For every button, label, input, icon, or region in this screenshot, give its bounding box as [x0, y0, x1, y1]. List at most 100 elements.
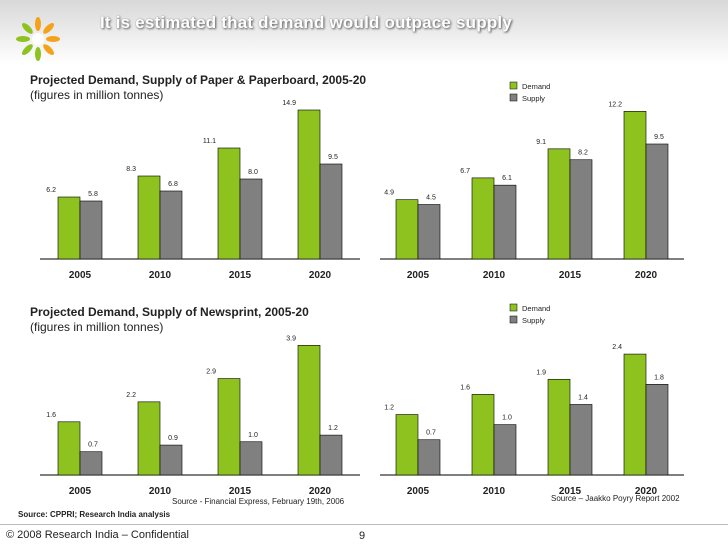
x-tick-label-2020: 2020: [309, 270, 332, 281]
x-tick-label-2015: 2015: [229, 270, 252, 281]
x-tick-label-2020: 2020: [635, 486, 658, 497]
bar-supply-2015: [239, 441, 263, 476]
x-tick-label-2010: 2010: [483, 486, 506, 497]
bar-supply-2010: [159, 190, 183, 260]
bar-supply-2005: [79, 451, 103, 476]
legend-label-demand: Demand: [522, 304, 550, 313]
bar-demand-2015: [217, 378, 241, 476]
bar-supply-2020: [319, 434, 343, 476]
data-label-demand-2015: 9.1: [536, 139, 546, 146]
newsprint-section-subtitle: (figures in million tonnes): [30, 320, 164, 334]
x-tick-label-2015: 2015: [559, 270, 582, 281]
source-note-right: Source – Jaakko Poyry Report 2002: [551, 494, 680, 503]
x-tick-label-2020: 2020: [635, 270, 658, 281]
data-label-supply-2005: 4.5: [426, 195, 436, 202]
data-label-demand-2015: 2.9: [206, 369, 216, 376]
legend-swatch-demand: [509, 303, 518, 312]
bar-supply-2015: [569, 159, 593, 260]
data-label-supply-2005: 5.8: [88, 191, 98, 198]
bar-demand-2020: [623, 111, 647, 260]
slide-title: It is estimated that demand would outpac…: [100, 13, 512, 32]
data-label-supply-2010: 0.9: [168, 435, 178, 442]
bar-demand-2010: [471, 177, 495, 260]
data-label-supply-2020: 1.2: [328, 425, 338, 432]
legend-swatch-supply: [509, 93, 518, 102]
data-label-demand-2005: 6.2: [46, 187, 56, 194]
data-label-demand-2015: 11.1: [203, 138, 216, 145]
bar-demand-2010: [137, 175, 161, 260]
legend-label-demand: Demand: [522, 82, 550, 91]
data-label-supply-2015: 1.0: [248, 432, 258, 439]
data-label-demand-2020: 14.9: [282, 100, 296, 107]
legend-swatch-demand: [509, 81, 518, 90]
data-label-supply-2010: 6.1: [502, 175, 512, 182]
x-tick-label-2005: 2005: [69, 270, 92, 281]
bar-supply-2020: [645, 143, 669, 260]
bar-supply-2010: [159, 444, 183, 476]
bar-demand-2005: [57, 196, 81, 260]
data-label-supply-2005: 0.7: [426, 430, 436, 437]
copyright: © 2008 Research India – Confidential: [6, 529, 189, 541]
data-label-demand-2005: 1.6: [46, 412, 56, 419]
data-label-supply-2015: 8.0: [248, 169, 258, 176]
bar-supply-2020: [319, 163, 343, 260]
bar-demand-2015: [547, 378, 571, 476]
data-label-demand-2020: 3.9: [286, 335, 296, 342]
data-label-supply-2010: 1.0: [502, 415, 512, 422]
data-label-demand-2005: 1.2: [384, 405, 394, 412]
bar-demand-2020: [297, 345, 321, 476]
x-tick-label-2020: 2020: [309, 486, 332, 497]
newsprint-section-title: Projected Demand, Supply of Newsprint, 2…: [30, 305, 309, 319]
footer-source: Source: CPPRI; Research India analysis: [18, 510, 171, 519]
data-label-demand-2005: 4.9: [384, 190, 394, 197]
bar-supply-2020: [645, 384, 669, 476]
bar-demand-2005: [57, 421, 81, 476]
newsprint-chart-left: 1.6 0.7 2005 2.2 0.9 2010 2.9 1.0 2015 3.9 1.2 2020: [40, 335, 360, 497]
data-label-demand-2020: 2.4: [612, 344, 622, 351]
legend-swatch-supply: [509, 315, 518, 324]
x-tick-label-2010: 2010: [149, 486, 172, 497]
source-note-left: Source - Financial Express, February 19t…: [172, 497, 345, 506]
paper-chart-left: 6.2 5.8 2005 8.3 6.8 2010 11.1 8.0 2015 14.9 9.5 20…: [40, 100, 360, 281]
bar-demand-2020: [623, 353, 647, 476]
data-label-supply-2015: 1.4: [578, 394, 588, 401]
newsprint-chart-right: 1.2 0.7 2005 1.6 1.0 2010 1.9 1.4 2015 2.4 1.8 2020…: [380, 303, 684, 497]
sun-logo-icon: [16, 17, 60, 61]
data-label-demand-2015: 1.9: [536, 369, 546, 376]
x-tick-label-2005: 2005: [407, 486, 430, 497]
footer-divider: [0, 524, 728, 525]
x-tick-label-2005: 2005: [407, 270, 430, 281]
data-label-demand-2010: 2.2: [126, 392, 136, 399]
paper-section-title: Projected Demand, Supply of Paper & Pape…: [30, 73, 367, 87]
x-tick-label-2005: 2005: [69, 486, 92, 497]
legend-label-supply: Supply: [522, 94, 545, 103]
bar-supply-2005: [417, 204, 441, 260]
bar-demand-2010: [471, 394, 495, 476]
data-label-demand-2010: 6.7: [460, 168, 470, 175]
bar-demand-2010: [137, 401, 161, 476]
bar-supply-2005: [79, 200, 103, 260]
x-tick-label-2015: 2015: [559, 486, 582, 497]
paper-chart-right: 4.9 4.5 2005 6.7 6.1 2010 9.1 8.2 2015 12.2 9.5 202…: [380, 81, 684, 281]
title-bar: [0, 0, 728, 64]
paper-section-subtitle: (figures in million tonnes): [30, 88, 164, 102]
bar-demand-2005: [395, 414, 419, 476]
bar-demand-2005: [395, 199, 419, 260]
data-label-supply-2020: 9.5: [654, 134, 664, 141]
data-label-demand-2010: 8.3: [126, 166, 136, 173]
bar-supply-2015: [239, 178, 263, 260]
x-tick-label-2010: 2010: [483, 270, 506, 281]
bar-demand-2015: [217, 147, 241, 260]
data-label-demand-2020: 12.2: [608, 101, 622, 108]
bar-supply-2005: [417, 439, 441, 476]
data-label-supply-2020: 9.5: [328, 154, 338, 161]
bar-supply-2015: [569, 404, 593, 476]
data-label-supply-2010: 6.8: [168, 181, 178, 188]
data-label-supply-2005: 0.7: [88, 442, 98, 449]
x-tick-label-2010: 2010: [149, 270, 172, 281]
data-label-supply-2020: 1.8: [654, 374, 664, 381]
bar-supply-2010: [493, 184, 517, 260]
bar-supply-2010: [493, 424, 517, 476]
bar-demand-2020: [297, 109, 321, 260]
data-label-supply-2015: 8.2: [578, 150, 588, 157]
